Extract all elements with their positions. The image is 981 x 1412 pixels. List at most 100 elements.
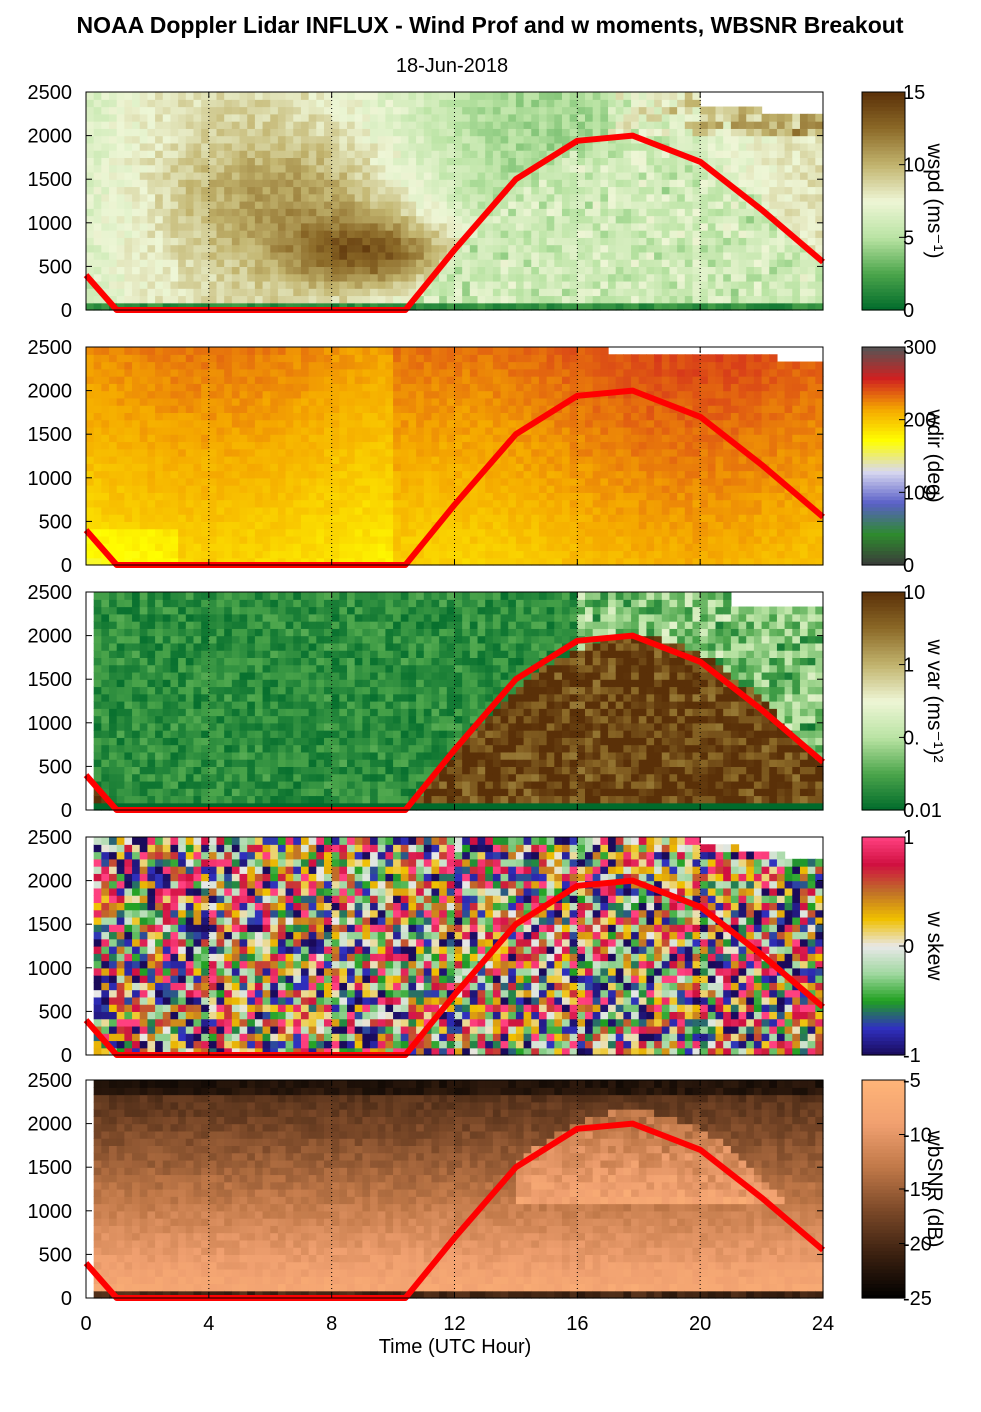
heatmap-cell — [308, 543, 317, 552]
heatmap-cell — [431, 215, 440, 224]
heatmap-cell — [423, 164, 433, 173]
heatmap-cell — [323, 251, 333, 260]
heatmap-cell — [585, 150, 594, 158]
heatmap-cell — [508, 354, 517, 363]
heatmap-cell — [400, 390, 410, 399]
heatmap-cell — [738, 266, 747, 275]
heatmap-cell — [139, 347, 149, 355]
heatmap-cell — [185, 150, 195, 158]
heatmap-cell — [500, 171, 509, 180]
heatmap-cell — [569, 244, 578, 253]
heatmap-cell — [323, 463, 333, 472]
heatmap-cell — [178, 419, 187, 428]
heatmap-cell — [815, 193, 824, 202]
heatmap-cell — [377, 259, 387, 267]
heatmap-cell — [254, 179, 264, 188]
heatmap-cell — [285, 251, 294, 260]
heatmap-cell — [485, 376, 494, 384]
heatmap-cell — [101, 463, 110, 472]
heatmap-cell — [554, 485, 563, 493]
heatmap-cell — [331, 441, 340, 450]
heatmap-cell — [738, 222, 747, 231]
heatmap-cell — [769, 302, 778, 311]
heatmap-cell — [561, 347, 571, 355]
heatmap-cell — [139, 113, 149, 122]
heatmap-cell — [285, 506, 294, 515]
heatmap-cell — [347, 543, 356, 552]
heatmap-cell — [554, 135, 563, 144]
heatmap-cell — [654, 135, 663, 144]
heatmap-cell — [531, 92, 540, 100]
heatmap-cell — [101, 208, 110, 217]
heatmap-cell — [224, 273, 233, 282]
heatmap-cell — [692, 215, 701, 224]
heatmap-cell — [270, 128, 279, 137]
heatmap-cell — [400, 550, 410, 559]
heatmap-cell — [293, 142, 302, 151]
heatmap-cell — [439, 368, 448, 377]
heatmap-cell — [592, 259, 601, 267]
heatmap-cell — [631, 171, 640, 180]
heatmap-cell — [554, 266, 563, 275]
heatmap-cell — [446, 142, 456, 151]
heatmap-cell — [592, 405, 601, 413]
heatmap-cell — [362, 557, 371, 566]
heatmap-cell — [86, 92, 95, 100]
heatmap-cell — [231, 550, 241, 559]
heatmap-cell — [254, 376, 264, 384]
heatmap-cell — [116, 397, 125, 406]
heatmap-cell — [669, 251, 678, 260]
heatmap-cell — [162, 412, 172, 421]
heatmap-cell — [285, 543, 294, 552]
heatmap-cell — [101, 288, 110, 297]
heatmap-cell — [270, 390, 279, 399]
heatmap-cell — [677, 280, 686, 289]
heatmap-cell — [508, 266, 517, 275]
heatmap-cell — [147, 383, 156, 392]
heatmap-cell — [707, 208, 717, 217]
heatmap-cell — [208, 397, 218, 406]
heatmap-cell — [423, 121, 433, 129]
heatmap-cell — [385, 397, 394, 406]
heatmap-cell — [677, 244, 686, 253]
heatmap-cell — [515, 419, 525, 428]
heatmap-cell — [308, 499, 317, 508]
heatmap-cell — [331, 376, 340, 384]
heatmap-cell — [124, 157, 133, 166]
heatmap-cell — [262, 456, 271, 464]
heatmap-cell — [323, 302, 333, 311]
heatmap-cell — [370, 347, 379, 355]
heatmap-cell — [231, 295, 241, 304]
heatmap-cell — [577, 142, 586, 151]
heatmap-cell — [500, 506, 509, 515]
heatmap-cell — [155, 492, 164, 501]
heatmap-cell — [485, 237, 494, 246]
heatmap-cell — [531, 354, 540, 363]
heatmap-cell — [201, 208, 210, 217]
heatmap-cell — [692, 237, 701, 246]
heatmap-cell — [446, 405, 456, 413]
heatmap-cell — [193, 499, 202, 508]
heatmap-cell — [500, 376, 509, 384]
heatmap-cell — [446, 499, 456, 508]
heatmap-cell — [538, 186, 548, 195]
heatmap-cell — [569, 215, 578, 224]
heatmap-cell — [707, 201, 717, 209]
heatmap-cell — [462, 499, 471, 508]
heatmap-cell — [554, 295, 563, 304]
heatmap-cell — [139, 528, 149, 537]
heatmap-cell — [661, 121, 671, 129]
heatmap-cell — [139, 259, 149, 267]
heatmap-cell — [285, 521, 294, 530]
heatmap-cell — [362, 273, 371, 282]
heatmap-cell — [385, 251, 394, 260]
heatmap-cell — [769, 201, 778, 209]
heatmap-cell — [139, 390, 149, 399]
heatmap-cell — [101, 535, 110, 544]
heatmap-cell — [492, 215, 502, 224]
heatmap-cell — [316, 280, 325, 289]
heatmap-cell — [561, 237, 571, 246]
heatmap-cell — [323, 273, 333, 282]
heatmap-cell — [277, 470, 287, 479]
heatmap-cell — [416, 92, 425, 100]
